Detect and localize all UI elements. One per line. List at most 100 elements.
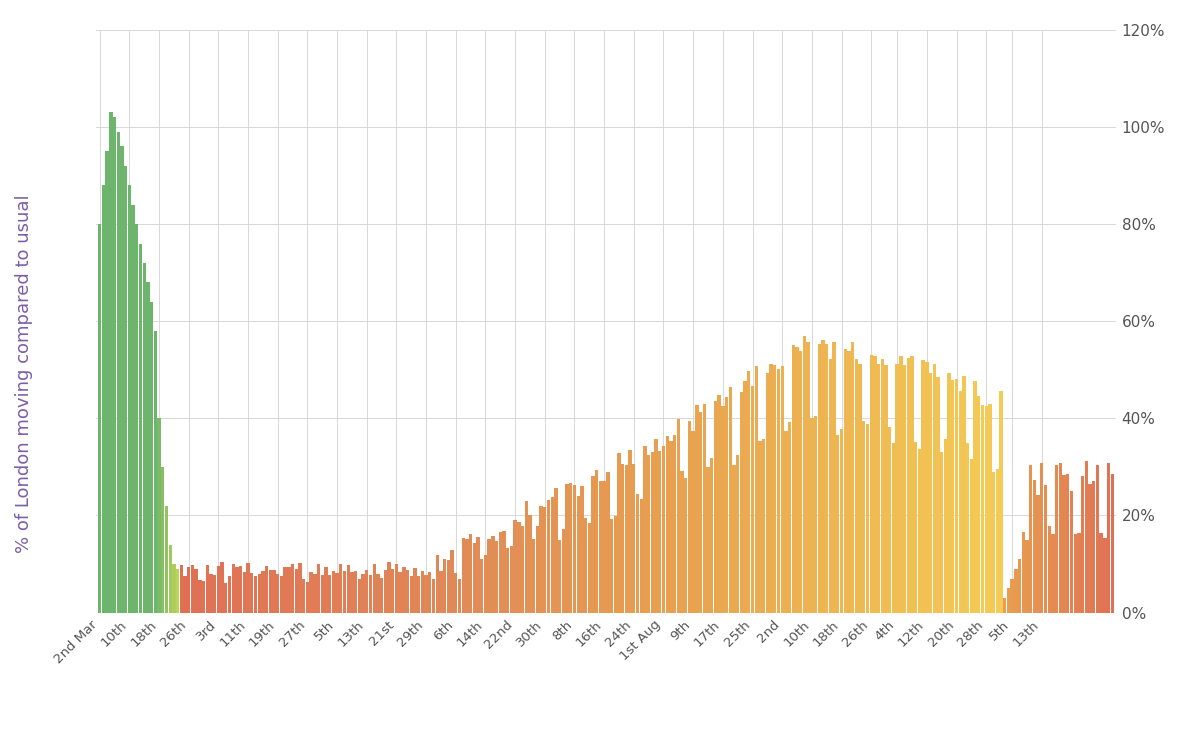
Bar (959, 391, 962, 613)
Bar (1048, 526, 1051, 613)
Bar (491, 536, 494, 613)
Bar (670, 441, 672, 613)
Bar (521, 526, 524, 613)
Bar (1088, 484, 1092, 613)
Bar (703, 403, 706, 613)
Bar (613, 516, 617, 613)
Bar (1055, 465, 1058, 613)
Bar (187, 567, 191, 613)
Bar (654, 438, 658, 613)
Bar (948, 374, 950, 613)
Bar (528, 515, 532, 613)
Bar (755, 366, 758, 613)
Bar (102, 185, 106, 613)
Bar (602, 481, 606, 613)
Bar (714, 401, 718, 613)
Bar (254, 575, 257, 613)
Bar (487, 539, 491, 613)
Bar (728, 388, 732, 613)
Bar (572, 485, 576, 613)
Bar (280, 576, 283, 613)
Bar (565, 484, 569, 613)
Bar (952, 380, 954, 613)
Bar (858, 364, 862, 613)
Bar (1040, 462, 1044, 613)
Bar (506, 548, 509, 613)
Bar (847, 350, 851, 613)
Bar (98, 224, 101, 613)
Bar (517, 522, 521, 613)
Bar (970, 459, 973, 613)
Bar (246, 562, 250, 613)
Bar (127, 185, 131, 613)
Bar (862, 421, 865, 613)
Bar (710, 458, 713, 613)
Bar (680, 471, 684, 613)
Bar (688, 421, 691, 613)
Bar (1037, 495, 1039, 613)
Bar (413, 568, 416, 613)
Bar (139, 244, 142, 613)
Bar (310, 571, 313, 613)
Bar (769, 365, 773, 613)
Bar (576, 496, 580, 613)
Bar (874, 356, 876, 613)
Bar (283, 567, 287, 613)
Bar (214, 575, 216, 613)
Bar (1007, 589, 1010, 613)
Bar (510, 546, 514, 613)
Bar (677, 419, 680, 613)
Bar (989, 404, 991, 613)
Bar (940, 452, 943, 613)
Bar (106, 152, 109, 613)
Bar (814, 416, 817, 613)
Bar (592, 477, 595, 613)
Bar (899, 356, 902, 613)
Bar (116, 132, 120, 613)
Bar (851, 342, 854, 613)
Bar (588, 523, 590, 613)
Bar (328, 575, 331, 613)
Bar (762, 438, 766, 613)
Bar (666, 436, 668, 613)
Bar (877, 364, 881, 613)
Bar (836, 435, 840, 613)
Bar (629, 450, 631, 613)
Bar (239, 565, 242, 613)
Bar (673, 435, 677, 613)
Text: % of London moving compared to usual: % of London moving compared to usual (14, 194, 34, 553)
Bar (902, 365, 906, 613)
Bar (532, 539, 535, 613)
Bar (788, 422, 791, 613)
Bar (650, 452, 654, 613)
Bar (406, 570, 409, 613)
Bar (164, 506, 168, 613)
Bar (228, 576, 232, 613)
Bar (758, 441, 762, 613)
Bar (943, 439, 947, 613)
Bar (785, 431, 787, 613)
Bar (826, 344, 828, 613)
Bar (124, 166, 127, 613)
Bar (829, 359, 832, 613)
Bar (331, 571, 335, 613)
Bar (276, 574, 280, 613)
Bar (833, 342, 835, 613)
Bar (1070, 492, 1073, 613)
Bar (343, 571, 346, 613)
Bar (581, 486, 583, 613)
Bar (320, 575, 324, 613)
Bar (776, 369, 780, 613)
Bar (336, 573, 338, 613)
Bar (205, 565, 209, 613)
Bar (796, 347, 799, 613)
Bar (748, 371, 750, 613)
Bar (361, 574, 365, 613)
Bar (384, 570, 386, 613)
Bar (1018, 559, 1021, 613)
Bar (458, 579, 461, 613)
Bar (562, 529, 565, 613)
Bar (454, 573, 457, 613)
Bar (810, 418, 814, 613)
Bar (803, 335, 806, 613)
